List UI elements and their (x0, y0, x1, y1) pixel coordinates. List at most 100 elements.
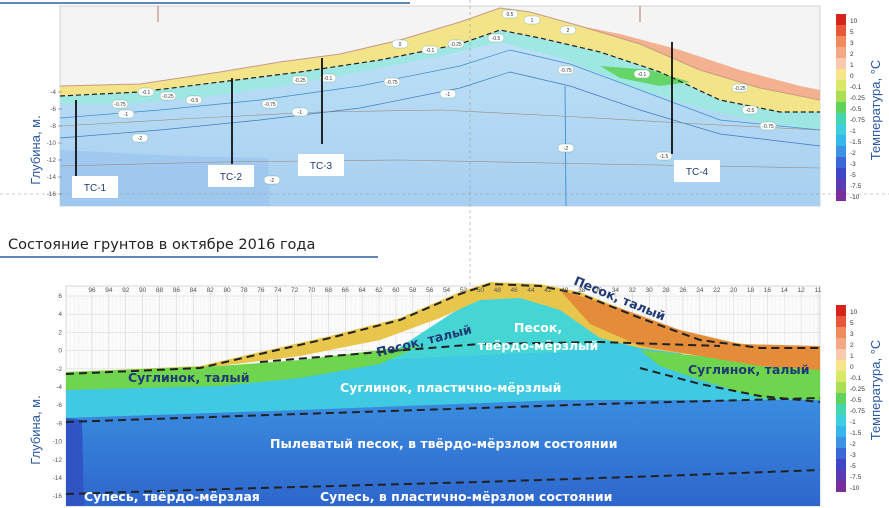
borehole-tc2-box: TC-2 (208, 165, 254, 187)
isoline-value-tag (487, 33, 505, 43)
bottom-legend: 1053210-0.1-0.25-0.5-0.75-1-1.5-2-3-5-7.… (836, 305, 865, 492)
legend-swatch (836, 404, 846, 415)
isoline-value: -2 (270, 178, 275, 184)
legend-swatch (836, 25, 846, 36)
isoline-value: 0 (399, 42, 402, 48)
legend-swatch (836, 437, 846, 448)
top-isoline-2 (59, 71, 821, 147)
bottom-x-tick-label: 36 (595, 287, 603, 294)
top-y-tick-label: -4 (50, 89, 56, 96)
top-thawed-zone (60, 8, 820, 112)
legend-label: -3 (850, 161, 856, 168)
isoline-value-tag (261, 99, 279, 109)
isoline-value: -0.75 (560, 68, 572, 74)
legend-swatch (836, 316, 846, 327)
legend-label: -2 (850, 441, 856, 448)
isoline-value: -0.5 (746, 108, 755, 114)
legend-swatch (836, 91, 846, 102)
bottom-x-tick-label: 32 (629, 287, 637, 294)
legend-swatch (836, 470, 846, 481)
bottom-ylabel: Глубина, м. (28, 395, 43, 464)
legend-label: 10 (850, 309, 858, 316)
legend-label: -2 (850, 150, 856, 157)
legend-swatch (836, 371, 846, 382)
bottom-x-tick-label: 20 (730, 287, 738, 294)
bottom-x-tick-label: 64 (359, 287, 367, 294)
bottom-x-tick-label: 62 (375, 287, 383, 294)
bottom-x-tick-label: 48 (494, 287, 502, 294)
top-isoline-labels: 0.5 1 2 0 -0.1 -0.25 -0.5 -0.1 -0.25 -0.5 -0.75 -1 -… (111, 9, 777, 185)
bottom-x-tick-label: 24 (696, 287, 704, 294)
bottom-x-tick-label: 76 (257, 287, 265, 294)
legend-label: -0.75 (850, 117, 865, 124)
top-y-tick-label: -16 (47, 191, 57, 198)
bottom-x-tick-label: 84 (190, 287, 198, 294)
legend-swatch (836, 481, 846, 492)
soil-label-loam-thawed-left: Суглинок, талый (128, 370, 249, 385)
isoline-value-tag (741, 105, 759, 115)
isoline-value: -0.1 (426, 48, 435, 54)
isoline-value-tag (633, 69, 651, 79)
soil-label-loam-thawed-right: Суглинок, талый (688, 362, 809, 377)
boundary-right-loam (639, 367, 821, 403)
bottom-x-tick-label: 34 (612, 287, 620, 294)
bottom-x-tick-label: 96 (88, 287, 96, 294)
legend-swatch (836, 36, 846, 47)
bottom-x-tick-label: 44 (527, 287, 535, 294)
isoline-value: -0.25 (162, 94, 174, 100)
isoline-value: -0.1 (638, 72, 647, 78)
legend-swatch (836, 382, 846, 393)
isoline-value-tag (557, 65, 575, 75)
isoline-value-tag (421, 45, 439, 55)
legend-label: -10 (850, 194, 860, 201)
bottom-x-tick-label: 46 (510, 287, 518, 294)
legend-swatch (836, 69, 846, 80)
legend-swatch (836, 305, 846, 316)
top-layer-boundary-1 (59, 109, 821, 131)
soil-label-sand-frozen-2: твёрдо-мёрзлый (478, 338, 599, 353)
bottom-x-tick-label: 14 (781, 287, 789, 294)
top-y-tick-label: -10 (47, 140, 57, 147)
isoline-value-tag (319, 73, 337, 83)
legend-label: -7.5 (850, 474, 862, 481)
isoline-value: 2 (567, 28, 570, 34)
isoline-value: -0.25 (294, 78, 306, 84)
isoline-value: -0.75 (264, 102, 276, 108)
legend-label: 10 (850, 18, 858, 25)
isoline-value-tag (383, 77, 401, 87)
isoline-value: -0.75 (762, 124, 774, 130)
legend-label: -5 (850, 463, 856, 470)
legend-swatch (836, 58, 846, 69)
bottom-x-tick-label: 26 (679, 287, 687, 294)
top-y-tick-label: -14 (47, 174, 57, 181)
isoline-value-tag (447, 39, 465, 49)
legend-label: -3 (850, 452, 856, 459)
bottom-x-tick-label: 12 (797, 287, 805, 294)
isoline-value: 1 (531, 18, 534, 24)
isoline-value-tag (291, 75, 309, 85)
bottom-x-tick-label: 50 (477, 287, 485, 294)
bottom-y-tick-label: -16 (53, 493, 63, 500)
legend-label: -0.5 (850, 397, 862, 404)
soil-label-silty-sand: Пылеватый песок, в твёрдо-мёрзлом состоя… (270, 436, 617, 451)
isoline-value: -0.1 (142, 90, 151, 96)
legend-label: -1.5 (850, 139, 862, 146)
isoline-value: -2 (138, 136, 143, 142)
isoline-value-tag (523, 15, 541, 25)
bottom-cold-edge (66, 418, 84, 506)
isoline-value-tag (439, 89, 457, 99)
legend-swatch (836, 135, 846, 146)
isoline-value: -1 (124, 112, 129, 118)
isoline-value: -0.1 (324, 76, 333, 82)
bottom-x-ticks: 96 94 92 90 88 86 84 82 80 78 76 74 72 70 68 66 64 62 60 58… (88, 287, 821, 294)
bottom-x-tick-label: 80 (223, 287, 231, 294)
legend-label: 0 (850, 364, 854, 371)
legend-swatch (836, 14, 846, 25)
bottom-x-tick-label: 40 (561, 287, 569, 294)
legend-label: -5 (850, 172, 856, 179)
bottom-x-tick-label: 52 (460, 287, 468, 294)
isoline-value: -0.5 (492, 36, 501, 42)
legend-swatch (836, 146, 846, 157)
top-isoline-1 (59, 49, 821, 131)
bottom-hard-frozen-zone (66, 400, 820, 506)
